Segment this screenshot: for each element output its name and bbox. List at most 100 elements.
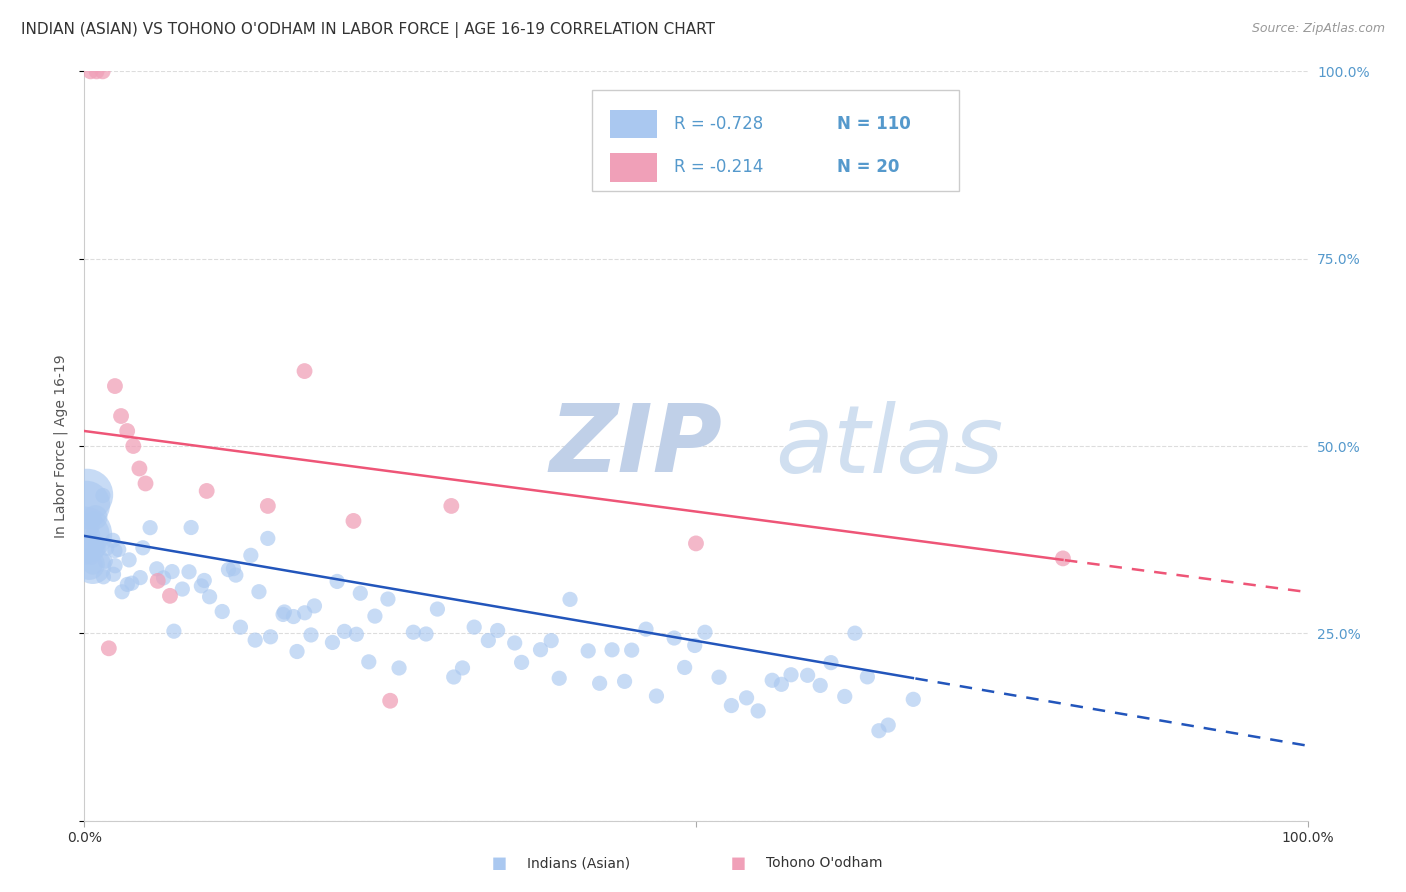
Point xyxy=(83,512,105,526)
Point xyxy=(503,636,526,650)
Point xyxy=(77,527,100,541)
Point xyxy=(662,631,685,645)
Text: INDIAN (ASIAN) VS TOHONO O'ODHAM IN LABOR FORCE | AGE 16-19 CORRELATION CHART: INDIAN (ASIAN) VS TOHONO O'ODHAM IN LABO… xyxy=(21,22,716,38)
Point xyxy=(121,576,143,591)
Text: ▪: ▪ xyxy=(491,852,508,875)
Point xyxy=(451,661,474,675)
Point xyxy=(94,554,117,568)
Point xyxy=(283,609,305,624)
Point xyxy=(683,639,706,653)
Point xyxy=(720,698,742,713)
Point xyxy=(620,643,643,657)
Point xyxy=(796,668,818,682)
Point xyxy=(172,582,194,596)
Point xyxy=(91,64,114,78)
Point xyxy=(558,592,581,607)
Point xyxy=(634,622,657,636)
Point xyxy=(510,656,533,670)
Point xyxy=(104,379,127,393)
Point xyxy=(86,64,108,78)
Point xyxy=(96,541,118,556)
Point xyxy=(80,541,103,555)
Point xyxy=(118,553,141,567)
Point xyxy=(82,527,104,541)
Point xyxy=(180,520,202,534)
Point xyxy=(82,558,104,573)
Point xyxy=(868,723,890,738)
Point xyxy=(104,543,127,558)
Point xyxy=(693,625,716,640)
Point xyxy=(271,607,294,622)
Point xyxy=(645,689,668,703)
Point xyxy=(104,558,127,573)
Point xyxy=(844,626,866,640)
Point xyxy=(83,513,105,527)
FancyBboxPatch shape xyxy=(610,110,657,138)
Text: ▪: ▪ xyxy=(730,852,747,875)
Point xyxy=(239,549,262,563)
Text: N = 110: N = 110 xyxy=(837,115,911,133)
Point xyxy=(600,642,623,657)
Text: Indians (Asian): Indians (Asian) xyxy=(527,856,630,871)
Point xyxy=(856,670,879,684)
Point xyxy=(548,671,571,685)
Point xyxy=(93,570,115,584)
Point xyxy=(243,633,266,648)
Text: atlas: atlas xyxy=(776,401,1004,491)
Point xyxy=(110,409,132,423)
Point xyxy=(146,574,169,588)
Point xyxy=(707,670,730,684)
Point xyxy=(440,499,463,513)
Point xyxy=(139,521,162,535)
Point xyxy=(82,558,104,572)
Point xyxy=(588,676,610,690)
Point xyxy=(342,514,364,528)
Point xyxy=(225,568,247,582)
Point xyxy=(477,633,499,648)
Point xyxy=(820,656,842,670)
Point xyxy=(426,602,449,616)
Point xyxy=(463,620,485,634)
Point xyxy=(294,606,316,620)
Point xyxy=(443,670,465,684)
Point xyxy=(247,584,270,599)
FancyBboxPatch shape xyxy=(592,90,959,191)
Point xyxy=(259,630,281,644)
Point xyxy=(222,561,245,575)
Point xyxy=(84,538,107,552)
Point xyxy=(76,488,98,502)
Point xyxy=(1052,551,1074,566)
Point xyxy=(146,562,169,576)
Point xyxy=(294,364,316,378)
Point xyxy=(540,633,562,648)
Point xyxy=(780,667,803,681)
Point xyxy=(349,586,371,600)
Point xyxy=(357,655,380,669)
Point xyxy=(486,624,509,638)
Point xyxy=(103,567,125,582)
Point xyxy=(321,635,343,649)
Point xyxy=(211,605,233,619)
Point xyxy=(364,609,387,624)
Point xyxy=(576,644,599,658)
Point xyxy=(747,704,769,718)
Y-axis label: In Labor Force | Age 16-19: In Labor Force | Age 16-19 xyxy=(53,354,67,538)
Point xyxy=(344,627,367,641)
Text: Tohono O'odham: Tohono O'odham xyxy=(766,856,883,871)
Point xyxy=(84,510,107,524)
Point xyxy=(285,644,308,658)
Point xyxy=(82,538,104,552)
Text: Source: ZipAtlas.com: Source: ZipAtlas.com xyxy=(1251,22,1385,36)
Point xyxy=(73,527,96,541)
Point xyxy=(770,677,793,691)
Point xyxy=(877,718,900,732)
Point xyxy=(415,627,437,641)
Point xyxy=(333,624,356,639)
Text: ZIP: ZIP xyxy=(550,400,723,492)
Point xyxy=(761,673,783,688)
Text: R = -0.214: R = -0.214 xyxy=(673,158,763,177)
Point xyxy=(117,577,139,591)
Point xyxy=(115,424,138,438)
Point xyxy=(685,536,707,550)
Point xyxy=(402,625,425,640)
